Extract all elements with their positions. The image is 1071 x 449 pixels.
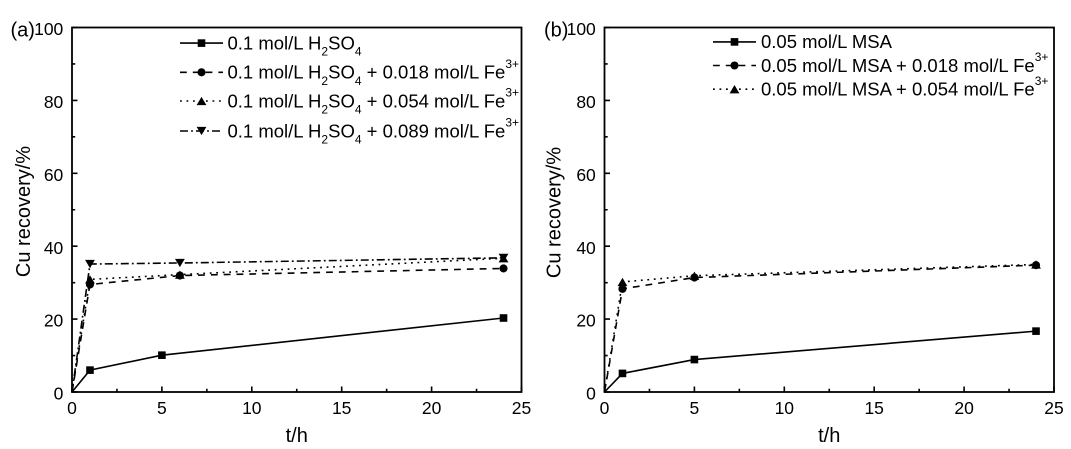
svg-text:Cu recovery/%: Cu recovery/% — [13, 146, 35, 277]
svg-text:5: 5 — [157, 398, 167, 418]
svg-text:(a): (a) — [11, 20, 35, 42]
svg-text:20: 20 — [422, 398, 442, 418]
svg-text:25: 25 — [1044, 398, 1063, 418]
svg-text:20: 20 — [576, 311, 596, 331]
svg-text:40: 40 — [44, 238, 64, 258]
svg-text:0: 0 — [54, 384, 64, 404]
svg-text:15: 15 — [864, 398, 883, 418]
svg-text:10: 10 — [775, 398, 795, 418]
svg-text:10: 10 — [242, 398, 262, 418]
svg-text:0: 0 — [586, 384, 596, 404]
svg-text:60: 60 — [44, 165, 64, 185]
svg-text:0.1 mol/L H2SO4 + 0.054 mol/L: 0.1 mol/L H2SO4 + 0.054 mol/L Fe3+ — [228, 86, 520, 117]
svg-text:0.05 mol/L MSA: 0.05 mol/L MSA — [761, 31, 893, 52]
svg-text:0.1 mol/L H2SO4: 0.1 mol/L H2SO4 — [228, 32, 362, 58]
svg-text:20: 20 — [954, 398, 974, 418]
svg-text:80: 80 — [44, 92, 64, 112]
svg-text:t/h: t/h — [818, 425, 840, 447]
svg-text:0.05 mol/L MSA + 0.054 mol/L F: 0.05 mol/L MSA + 0.054 mol/L Fe3+ — [761, 74, 1048, 100]
svg-text:25: 25 — [512, 398, 531, 418]
svg-text:20: 20 — [44, 311, 64, 331]
svg-text:80: 80 — [576, 92, 596, 112]
svg-text:t/h: t/h — [286, 425, 308, 447]
svg-text:0.1 mol/L H2SO4 + 0.089 mol/L: 0.1 mol/L H2SO4 + 0.089 mol/L Fe3+ — [228, 116, 520, 147]
svg-text:100: 100 — [34, 19, 63, 39]
svg-text:40: 40 — [576, 238, 596, 258]
svg-text:0: 0 — [600, 398, 610, 418]
svg-text:60: 60 — [576, 165, 596, 185]
svg-text:0: 0 — [67, 398, 77, 418]
svg-text:5: 5 — [690, 398, 700, 418]
svg-text:(b): (b) — [544, 20, 568, 42]
svg-text:0.1 mol/L H2SO4 + 0.018 mol/L: 0.1 mol/L H2SO4 + 0.018 mol/L Fe3+ — [228, 57, 520, 88]
svg-text:0.05 mol/L MSA + 0.018 mol/L F: 0.05 mol/L MSA + 0.018 mol/L Fe3+ — [761, 50, 1048, 76]
svg-text:100: 100 — [567, 19, 596, 39]
svg-text:15: 15 — [332, 398, 351, 418]
svg-text:Cu recovery/%: Cu recovery/% — [543, 147, 565, 278]
